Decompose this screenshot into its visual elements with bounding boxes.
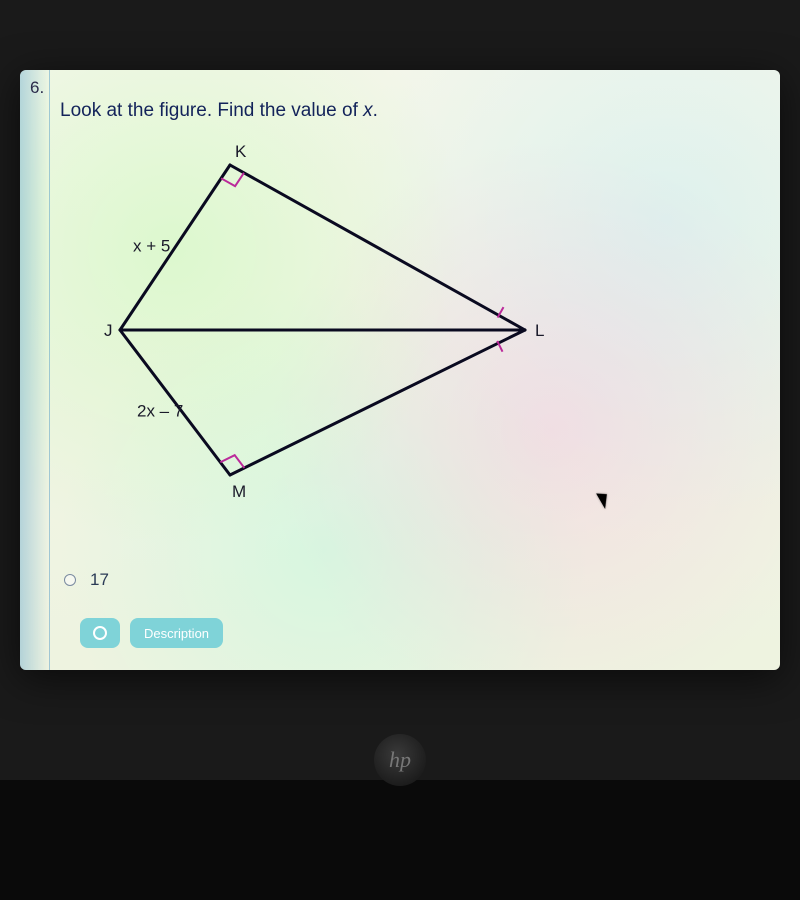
prompt-variable: x	[363, 100, 373, 121]
svg-text:J: J	[104, 321, 113, 340]
svg-text:2x – 7: 2x – 7	[137, 402, 183, 421]
question-number: 6.	[30, 78, 44, 98]
svg-text:M: M	[232, 482, 246, 500]
description-button[interactable]: Description	[130, 618, 223, 648]
settings-button[interactable]	[80, 618, 120, 648]
prompt-text: Look at the figure. Find the value of	[60, 100, 363, 121]
hp-logo: hp	[374, 734, 426, 786]
sun-icon	[93, 626, 107, 640]
screen-area: 6. Look at the figure. Find the value of…	[20, 70, 780, 670]
left-margin-strip	[20, 70, 50, 670]
prompt-suffix: .	[373, 100, 378, 121]
svg-text:L: L	[535, 321, 544, 340]
button-row: Description	[80, 618, 223, 648]
geometry-figure: K J M Lx + 5 2x – 7	[60, 140, 580, 500]
laptop-bezel	[0, 780, 800, 900]
answer-radio[interactable]	[64, 574, 76, 586]
answer-option-text[interactable]: 17	[90, 570, 109, 590]
question-prompt: Look at the figure. Find the value of x.	[60, 100, 378, 122]
svg-text:x + 5: x + 5	[133, 237, 170, 256]
svg-text:K: K	[235, 142, 247, 161]
